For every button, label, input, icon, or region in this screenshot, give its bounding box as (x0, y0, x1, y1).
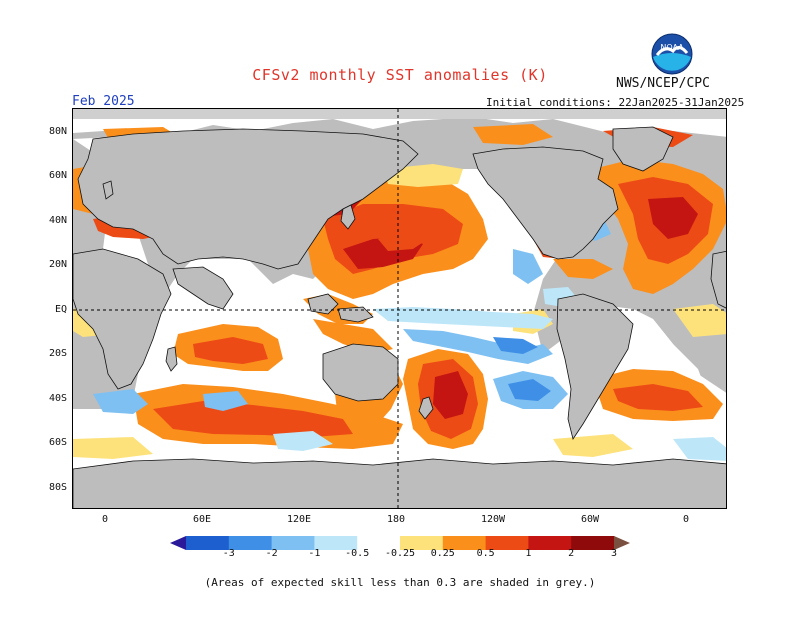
colorbar-label: -0.5 (345, 548, 370, 559)
colorbar-label: -0.25 (384, 548, 416, 559)
colorbar-segment (571, 536, 615, 550)
colorbar-segment (228, 536, 273, 550)
lat-label: EQ (54, 304, 67, 315)
colorbar-segment (442, 536, 487, 550)
noaa-logo: NOAA (651, 33, 693, 75)
colorbar-label: -2 (265, 548, 278, 559)
lat-label: 20S (48, 348, 67, 359)
colorbar-segment (314, 536, 358, 550)
lat-label: 60N (48, 170, 67, 181)
lon-label: 180 (386, 514, 406, 525)
colorbar-segment (528, 536, 572, 550)
colorbar-label: -1 (308, 548, 321, 559)
colorbar-segment (357, 536, 401, 550)
initial-conditions: Initial conditions: 22Jan2025-31Jan2025 (486, 96, 745, 109)
lat-label: 60S (48, 437, 67, 448)
colorbar-segment (485, 536, 529, 550)
valid-month: Feb 2025 (72, 94, 135, 109)
agency-label: NWS/NCEP/CPC (616, 76, 710, 91)
colorbar-segment (400, 536, 444, 550)
colorbar-label: -3 (222, 548, 235, 559)
colorbar-label: 0.25 (430, 548, 455, 559)
colorbar-segment (271, 536, 315, 550)
low-skill-mask (73, 109, 726, 119)
lon-label: 60W (580, 514, 600, 525)
map-title: CFSv2 monthly SST anomalies (K) (252, 66, 548, 84)
lon-label: 60E (192, 514, 212, 525)
colorbar-max-triangle (614, 536, 630, 550)
lon-label: 0 (101, 514, 109, 525)
colorbar-min-triangle (170, 536, 186, 550)
colorbar-segment (186, 536, 230, 550)
lat-label: 80S (48, 482, 67, 493)
lat-label: 80N (48, 126, 67, 137)
colorbar-label: 2 (568, 548, 575, 559)
lon-label: 120W (480, 514, 506, 525)
colorbar-label: 0.5 (476, 548, 495, 559)
continents (73, 126, 726, 508)
footnote: (Areas of expected skill less than 0.3 a… (204, 576, 596, 589)
colorbar-label: 3 (610, 548, 618, 559)
map-svg (73, 109, 726, 508)
lon-label: 120E (286, 514, 312, 525)
lon-label: 0 (682, 514, 690, 525)
lat-label: 40N (48, 215, 67, 226)
colorbar (170, 536, 630, 550)
lat-label: 20N (48, 259, 67, 270)
colorbar-label: 1 (525, 548, 532, 559)
noaa-logo-text: NOAA (660, 43, 684, 52)
lat-label: 40S (48, 393, 67, 404)
cool-anomalies (93, 149, 726, 461)
sst-anomaly-map (72, 108, 727, 509)
